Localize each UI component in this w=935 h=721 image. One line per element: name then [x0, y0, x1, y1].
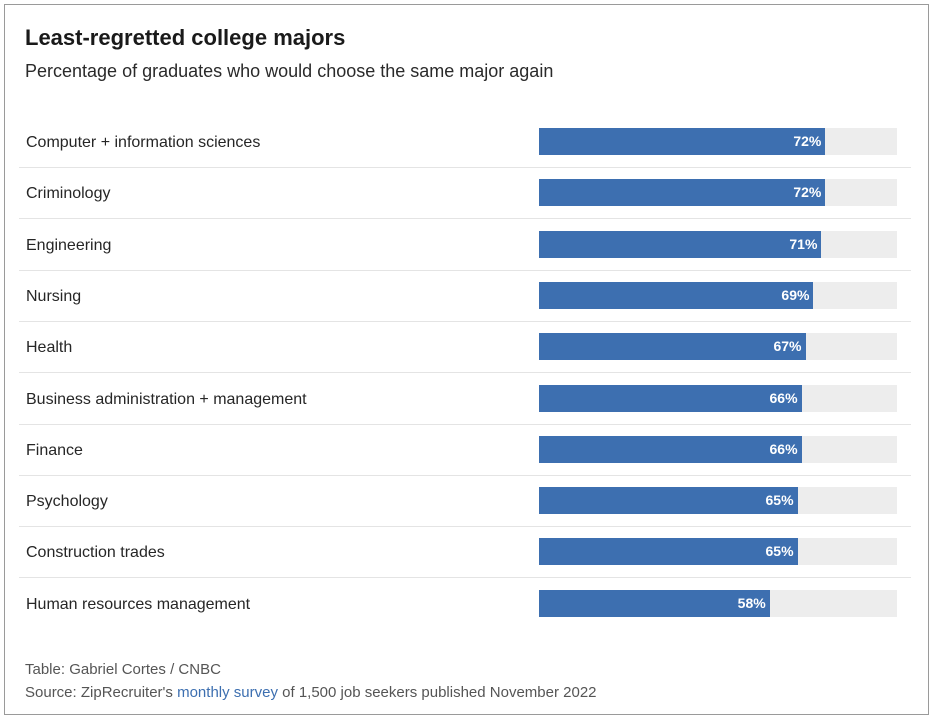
bar-value-label: 71%	[789, 235, 818, 252]
row-divider	[19, 372, 911, 374]
bar-value-label: 65%	[765, 543, 794, 560]
row-divider	[19, 320, 911, 322]
chart-card: Least-regretted college majors Percentag…	[4, 4, 929, 715]
bar: 66%	[539, 384, 802, 412]
bar-track: 58%	[539, 589, 897, 617]
source-link[interactable]: monthly survey	[177, 684, 278, 701]
bar: 69%	[539, 281, 814, 309]
bar-row: Business administration + management 66%	[19, 374, 911, 425]
bar-value-label: 72%	[793, 184, 822, 201]
bar-value-label: 66%	[769, 440, 798, 457]
bar-row: Human resources management 58%	[19, 579, 911, 630]
bar-value-label: 67%	[773, 338, 802, 355]
bar: 71%	[539, 230, 822, 258]
source-prefix: Source: ZipRecruiter's	[25, 684, 173, 701]
bar-row: Nursing 69%	[19, 271, 911, 322]
bar-track: 66%	[539, 384, 897, 412]
bar: 66%	[539, 435, 802, 463]
category-label: Computer + information sciences	[26, 134, 261, 151]
category-label: Engineering	[26, 236, 112, 254]
bar-track: 65%	[539, 487, 897, 515]
bar-row: Engineering 71%	[19, 220, 911, 271]
bar-value-label: 58%	[737, 594, 766, 611]
category-label: Nursing	[26, 287, 82, 305]
bar-row: Finance 66%	[19, 425, 911, 476]
bar-track: 72%	[539, 179, 897, 207]
bar: 72%	[539, 128, 826, 155]
bar-row: Health 67%	[19, 322, 911, 374]
bar-row: Construction trades 65%	[19, 527, 911, 579]
bar-value-label: 69%	[781, 286, 810, 303]
chart-title: Least-regretted college majors	[25, 25, 346, 50]
footer-credit: Table: Gabriel Cortes / CNBC	[25, 661, 221, 678]
row-divider	[19, 423, 911, 425]
bar-value-label: 72%	[793, 133, 822, 149]
row-divider	[19, 474, 911, 476]
bar-value-label: 66%	[769, 389, 798, 406]
category-label: Finance	[26, 441, 83, 459]
bar: 67%	[539, 333, 806, 361]
row-divider	[19, 269, 911, 271]
category-label: Psychology	[26, 493, 108, 511]
category-label: Business administration + management	[26, 390, 307, 408]
row-divider	[19, 577, 911, 579]
bar: 65%	[539, 487, 798, 515]
bar-track: 65%	[539, 538, 897, 566]
row-divider	[19, 526, 911, 528]
bar-row: Psychology 65%	[19, 476, 911, 528]
bar-row: Criminology 72%	[19, 168, 911, 220]
bar-row: Computer + information sciences 72%	[19, 117, 911, 168]
row-divider	[19, 167, 911, 168]
category-label: Criminology	[26, 185, 111, 203]
bar-rows: Computer + information sciences 72% Crimin…	[5, 5, 928, 714]
category-label: Health	[26, 339, 73, 357]
chart-subtitle: Percentage of graduates who would choose…	[25, 61, 554, 81]
bar-track: 69%	[539, 281, 897, 309]
row-divider	[19, 218, 911, 220]
footer-source: Source: ZipRecruiter's monthly survey of…	[25, 684, 597, 701]
category-label: Human resources management	[26, 595, 251, 613]
source-suffix: of 1,500 job seekers published November …	[282, 684, 597, 701]
bar: 65%	[539, 538, 798, 566]
bar-track: 66%	[539, 435, 897, 463]
bar: 72%	[539, 179, 826, 207]
bar-track: 67%	[539, 333, 897, 361]
category-label: Construction trades	[26, 544, 165, 562]
bar-track: 71%	[539, 230, 897, 258]
bar-value-label: 65%	[765, 492, 794, 509]
bar-track: 72%	[539, 128, 897, 155]
bar: 58%	[539, 589, 770, 617]
